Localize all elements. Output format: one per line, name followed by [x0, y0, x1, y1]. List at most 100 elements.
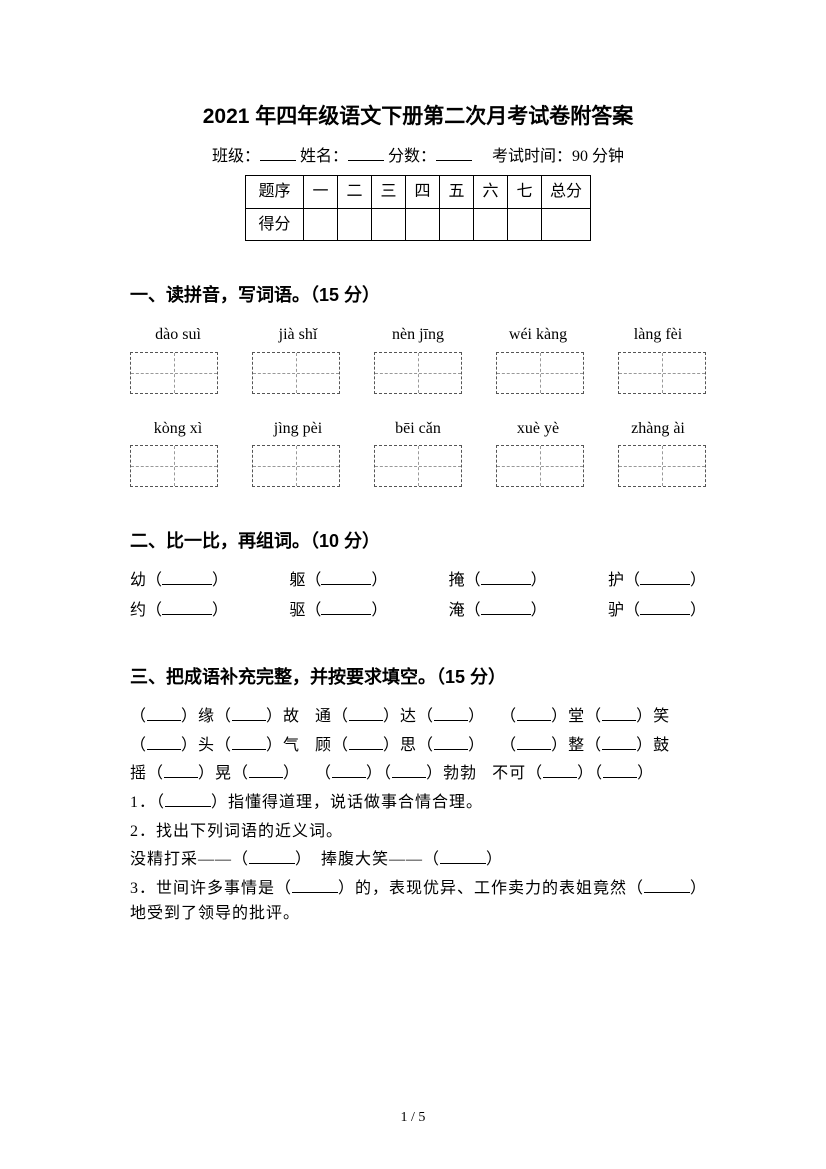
- fill-blank[interactable]: [321, 571, 371, 585]
- fill-blank[interactable]: [147, 736, 181, 750]
- fill-blank[interactable]: [517, 707, 551, 721]
- idioms-block: （）缘（）故 通（）达（） （）堂（）笑（）头（）气 顾（）思（） （）整（）鼓…: [130, 704, 706, 787]
- fill-blank[interactable]: [602, 736, 636, 750]
- score-cell[interactable]: [439, 208, 473, 241]
- char-writebox[interactable]: [252, 445, 340, 487]
- pinyin-label: wéi kàng: [490, 322, 586, 348]
- fill-blank[interactable]: [232, 707, 266, 721]
- fill-blank[interactable]: [602, 707, 636, 721]
- section2-title: 二、比一比，再组词。（10 分）: [130, 527, 706, 556]
- name-blank[interactable]: [348, 145, 384, 161]
- fill-blank[interactable]: [349, 707, 383, 721]
- fill-blank[interactable]: [162, 571, 212, 585]
- class-blank[interactable]: [260, 145, 296, 161]
- col-5: 五: [439, 176, 473, 209]
- fill-blank[interactable]: [292, 879, 338, 893]
- q2-item: 护（）: [608, 568, 706, 594]
- fill-blank[interactable]: [434, 736, 468, 750]
- col-4: 四: [405, 176, 439, 209]
- col-6: 六: [473, 176, 507, 209]
- fill-blank[interactable]: [640, 601, 690, 615]
- fill-blank[interactable]: [249, 850, 295, 864]
- fill-blank[interactable]: [640, 571, 690, 585]
- fill-blank[interactable]: [543, 764, 577, 778]
- fill-blank[interactable]: [440, 850, 486, 864]
- page-footer: 1 / 5: [0, 1107, 826, 1129]
- fill-blank[interactable]: [249, 764, 283, 778]
- fill-blank[interactable]: [164, 764, 198, 778]
- score-cell[interactable]: [405, 208, 439, 241]
- q2-item: 驱（）: [289, 598, 387, 624]
- q3-sub1: 1．（）指懂得道理，说话做事合情合理。: [130, 790, 706, 816]
- writebox-row: [130, 352, 706, 394]
- q2-item: 躯（）: [289, 568, 387, 594]
- char-writebox[interactable]: [130, 352, 218, 394]
- exam-info-line: 班级： 姓名： 分数： 考试时间：90 分钟: [130, 144, 706, 170]
- page-title: 2021 年四年级语文下册第二次月考试卷附答案: [130, 100, 706, 134]
- table-row: 题序 一 二 三 四 五 六 七 总分: [245, 176, 590, 209]
- col-7: 七: [507, 176, 541, 209]
- score-label: 分数：: [388, 148, 436, 165]
- pinyin-label: xuè yè: [490, 416, 586, 442]
- name-label: 姓名：: [300, 148, 348, 165]
- pinyin-row: kòng xì jìng pèi bēi cǎn xuè yè zhàng ài: [130, 416, 706, 442]
- pinyin-label: jìng pèi: [250, 416, 346, 442]
- section1-title: 一、读拼音，写词语。（15 分）: [130, 281, 706, 310]
- idiom-line: （）头（）气 顾（）思（） （）整（）鼓: [130, 733, 706, 759]
- fill-blank[interactable]: [147, 707, 181, 721]
- col-3: 三: [371, 176, 405, 209]
- fill-blank[interactable]: [349, 736, 383, 750]
- fill-blank[interactable]: [434, 707, 468, 721]
- q3-sub2: 2．找出下列词语的近义词。: [130, 819, 706, 845]
- idiom-line: 摇（）晃（） （）（）勃勃 不可（）（）: [130, 761, 706, 787]
- row-head: 题序: [245, 176, 303, 209]
- score-table: 题序 一 二 三 四 五 六 七 总分 得分: [245, 175, 591, 241]
- fill-blank[interactable]: [165, 793, 211, 807]
- fill-blank[interactable]: [481, 601, 531, 615]
- fill-blank[interactable]: [392, 764, 426, 778]
- score-cell[interactable]: [541, 208, 590, 241]
- q2-item: 驴（）: [608, 598, 706, 624]
- pinyin-label: zhàng ài: [610, 416, 706, 442]
- q2-row: 约（） 驱（） 淹（） 驴（）: [130, 598, 706, 624]
- char-writebox[interactable]: [496, 352, 584, 394]
- section3-title: 三、把成语补充完整，并按要求填空。（15 分）: [130, 663, 706, 692]
- pinyin-label: jià shǐ: [250, 322, 346, 348]
- col-total: 总分: [541, 176, 590, 209]
- score-cell[interactable]: [337, 208, 371, 241]
- fill-blank[interactable]: [162, 601, 212, 615]
- fill-blank[interactable]: [321, 601, 371, 615]
- score-cell[interactable]: [303, 208, 337, 241]
- fill-blank[interactable]: [517, 736, 551, 750]
- col-2: 二: [337, 176, 371, 209]
- pinyin-label: kòng xì: [130, 416, 226, 442]
- fill-blank[interactable]: [481, 571, 531, 585]
- table-row: 得分: [245, 208, 590, 241]
- char-writebox[interactable]: [252, 352, 340, 394]
- q3-sub3: 3．世间许多事情是（）的，表现优异、工作卖力的表姐竟然（）地受到了领导的批评。: [130, 876, 706, 927]
- score-cell[interactable]: [371, 208, 405, 241]
- pinyin-label: bēi cǎn: [370, 416, 466, 442]
- fill-blank[interactable]: [644, 879, 690, 893]
- char-writebox[interactable]: [374, 445, 462, 487]
- char-writebox[interactable]: [130, 445, 218, 487]
- exam-page: 2021 年四年级语文下册第二次月考试卷附答案 班级： 姓名： 分数： 考试时间…: [0, 0, 826, 1169]
- time-label: 考试时间：90 分钟: [492, 148, 624, 165]
- char-writebox[interactable]: [618, 445, 706, 487]
- q2-row: 幼（） 躯（） 掩（） 护（）: [130, 568, 706, 594]
- q2-item: 约（）: [130, 598, 228, 624]
- char-writebox[interactable]: [374, 352, 462, 394]
- score-row-label: 得分: [245, 208, 303, 241]
- q2-item: 淹（）: [449, 598, 547, 624]
- score-blank[interactable]: [436, 145, 472, 161]
- writebox-row: [130, 445, 706, 487]
- fill-blank[interactable]: [332, 764, 366, 778]
- pinyin-label: làng fèi: [610, 322, 706, 348]
- score-cell[interactable]: [507, 208, 541, 241]
- fill-blank[interactable]: [232, 736, 266, 750]
- pinyin-label: nèn jīng: [370, 322, 466, 348]
- fill-blank[interactable]: [603, 764, 637, 778]
- char-writebox[interactable]: [618, 352, 706, 394]
- score-cell[interactable]: [473, 208, 507, 241]
- char-writebox[interactable]: [496, 445, 584, 487]
